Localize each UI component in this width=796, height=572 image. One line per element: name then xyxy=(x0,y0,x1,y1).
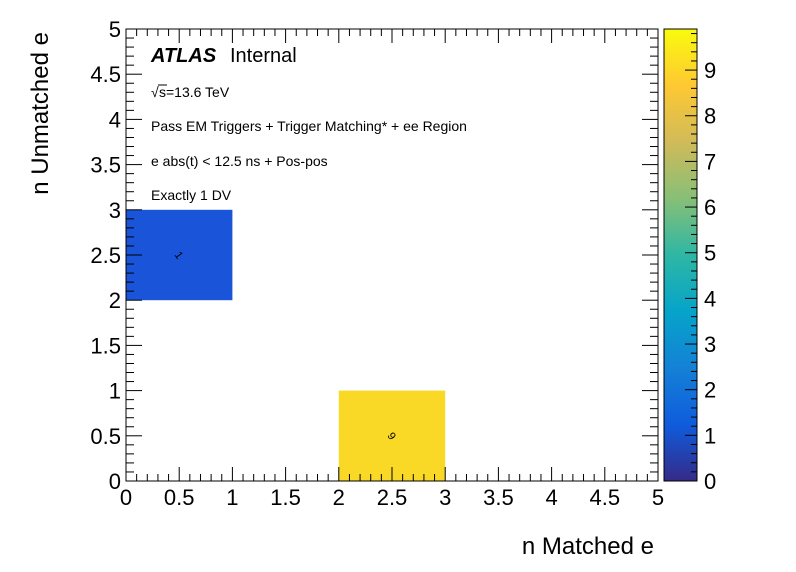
heatmap-cells: 19 xyxy=(126,209,446,481)
colorbar-tick-label: 2 xyxy=(704,378,716,403)
y-tick-label: 0 xyxy=(109,469,121,494)
x-tick-label: 2 xyxy=(333,485,345,510)
cell-value-label: 9 xyxy=(385,430,398,442)
x-tick-label: 3 xyxy=(439,485,451,510)
colorbar-tick-label: 4 xyxy=(704,286,716,311)
y-tick-label: 0.5 xyxy=(90,424,121,449)
atlas-label: ATLAS xyxy=(150,45,217,67)
x-axis-title: n Matched e xyxy=(522,533,654,560)
heatmap-cell xyxy=(126,209,233,301)
colorbar xyxy=(664,29,697,481)
y-tick-label: 2 xyxy=(109,288,121,313)
y-axis-ticks: 0 0.5 1 1.5 2 2.5 3 3.5 4 4.5 5 xyxy=(90,17,658,494)
selection-line-3: Exactly 1 DV xyxy=(151,187,232,203)
x-tick-label: 2.5 xyxy=(377,485,408,510)
colorbar-ticks: 0 1 2 3 4 5 6 7 8 9 xyxy=(685,33,716,494)
x-tick-label: 0.5 xyxy=(164,485,195,510)
x-tick-label: 1.5 xyxy=(270,485,301,510)
energy-sqrt-symbol: √ xyxy=(151,84,159,100)
colorbar-tick-label: 6 xyxy=(704,195,716,220)
colorbar-tick-label: 1 xyxy=(704,423,716,448)
cell-value-label: 1 xyxy=(172,250,185,262)
colorbar-tick-label: 7 xyxy=(704,149,716,174)
colorbar-tick-label: 8 xyxy=(704,104,716,129)
selection-line-2: e abs(t) < 12.5 ns + Pos-pos xyxy=(151,153,328,169)
colorbar-tick-label: 0 xyxy=(704,469,716,494)
x-tick-label: 5 xyxy=(652,485,664,510)
colorbar-tick-label: 3 xyxy=(704,332,716,357)
y-tick-label: 5 xyxy=(109,17,121,42)
internal-label: Internal xyxy=(230,45,297,67)
colorbar-tick-label: 9 xyxy=(704,58,716,83)
y-tick-label: 4 xyxy=(109,107,121,132)
x-tick-label: 0 xyxy=(120,485,132,510)
y-tick-label: 3.5 xyxy=(90,153,121,178)
x-tick-label: 4 xyxy=(545,485,557,510)
heatmap-cell xyxy=(338,390,446,481)
y-tick-label: 3 xyxy=(109,198,121,223)
y-tick-label: 2.5 xyxy=(90,243,121,268)
y-axis-title: n Unmatched e xyxy=(27,32,54,195)
x-tick-label: 1 xyxy=(226,485,238,510)
x-tick-label: 3.5 xyxy=(483,485,514,510)
y-tick-label: 1.5 xyxy=(90,333,121,358)
selection-line-1: Pass EM Triggers + Trigger Matching* + e… xyxy=(151,118,467,134)
x-tick-label: 4.5 xyxy=(590,485,621,510)
colorbar-frame xyxy=(663,28,698,482)
y-tick-label: 1 xyxy=(109,379,121,404)
energy-label: s=13.6 TeV xyxy=(159,84,230,100)
colorbar-tick-label: 5 xyxy=(704,241,716,266)
x-axis-ticks: 0 0.5 1 1.5 2 2.5 3 3.5 4 4.5 5 xyxy=(120,29,664,510)
y-tick-label: 4.5 xyxy=(90,62,121,87)
